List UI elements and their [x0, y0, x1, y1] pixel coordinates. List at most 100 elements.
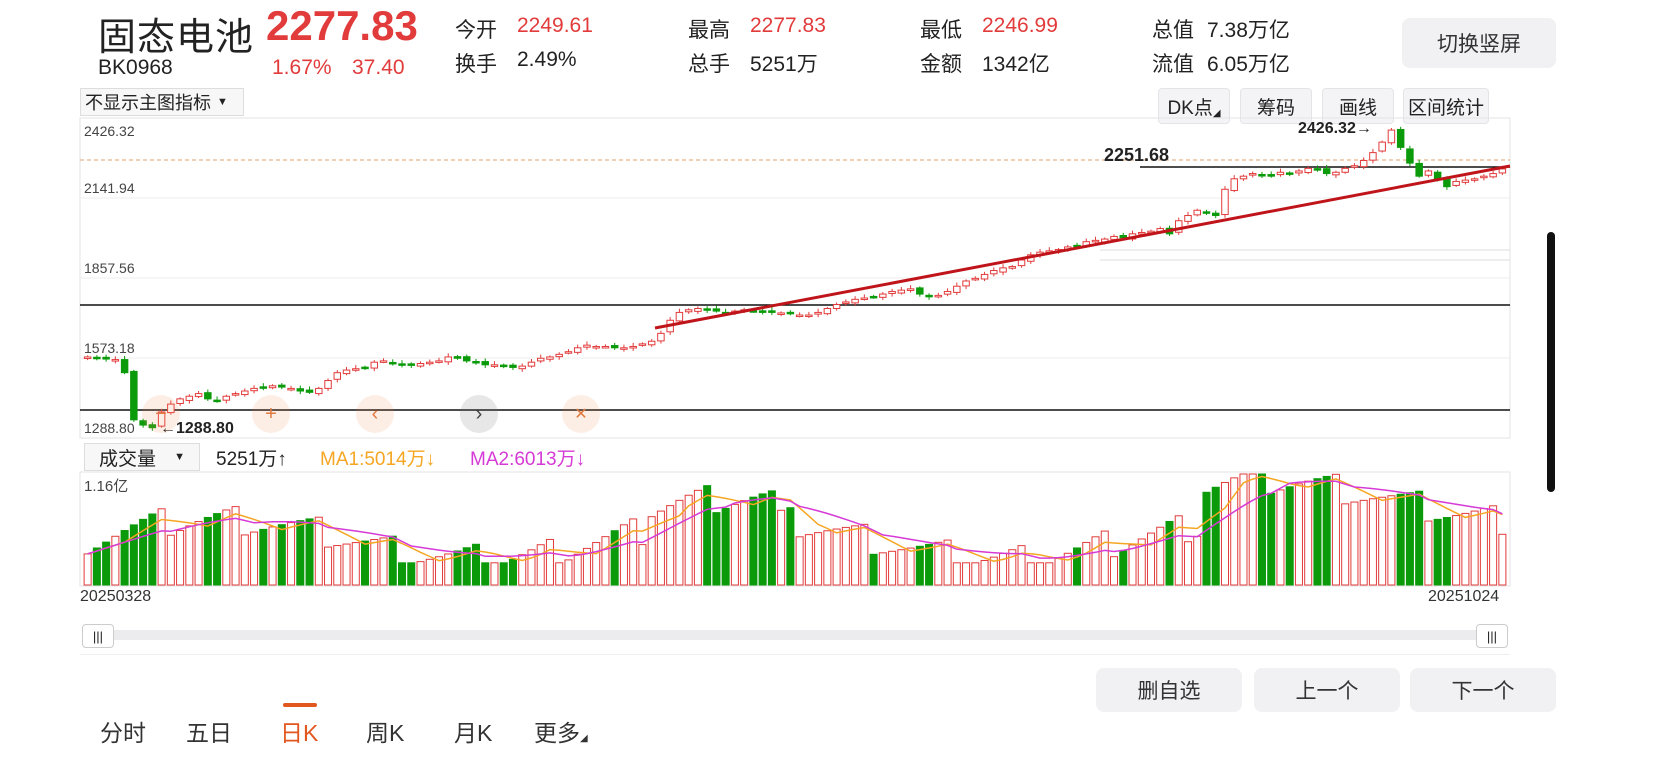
volume-indicator-select[interactable]: 成交量 ▼ [84, 443, 200, 471]
candle-body [1017, 259, 1026, 267]
move-left-icon[interactable]: ‹ [356, 395, 394, 433]
tab-timeshare[interactable]: 分时 [100, 720, 146, 746]
volume-bar [629, 518, 638, 586]
arrow-down-icon: ↓ [425, 449, 436, 470]
volume-select-label: 成交量 [99, 448, 157, 470]
corner-triangle-icon: ◢ [580, 733, 588, 744]
volume-bar [1350, 501, 1359, 586]
candle-body [259, 386, 268, 389]
candle-body [1313, 168, 1322, 171]
volume-bar [555, 562, 564, 586]
candle-body [1406, 148, 1414, 164]
collapse-icon[interactable]: ✕ [562, 395, 600, 433]
candle-body [564, 351, 573, 354]
candle-body [102, 356, 110, 360]
candle-body [1239, 175, 1248, 180]
candle-body [638, 343, 647, 346]
volume-bar [1026, 562, 1035, 586]
candle-body [879, 293, 887, 298]
candle-body [204, 392, 212, 400]
candle-body [657, 332, 665, 342]
volume-bar [148, 513, 157, 586]
next-button[interactable]: 下一个 [1410, 668, 1556, 712]
candle-body [194, 393, 203, 398]
candle-body [675, 311, 684, 322]
move-right-icon[interactable]: › [460, 395, 498, 433]
volume-bar [527, 549, 536, 586]
volume-bar [1119, 550, 1128, 586]
candle-body [1276, 171, 1285, 176]
dk-point-label: DK点 [1167, 97, 1213, 119]
volume-bar [767, 490, 776, 586]
volume-bar [1276, 489, 1285, 586]
candle-body [499, 364, 508, 368]
volume-bar [564, 559, 573, 586]
candle-body [176, 398, 184, 404]
candle-body [463, 356, 471, 362]
candle-body [111, 359, 120, 362]
main-indicator-select[interactable]: 不显示主图指标 ▼ [80, 88, 244, 116]
zoom-out-icon[interactable]: − [142, 395, 180, 433]
tab-weekly-k[interactable]: 周K [366, 720, 405, 746]
switch-portrait-button[interactable]: 切换竖屏 [1402, 18, 1556, 68]
volume-bar [1248, 473, 1257, 586]
candle-body [287, 387, 295, 391]
volume-bar [92, 547, 101, 586]
volume-bar [740, 500, 749, 586]
volume-bar [324, 546, 333, 586]
candle-body [601, 345, 610, 349]
main-indicator-label: 不显示主图指标 [85, 93, 211, 113]
remove-watchlist-button[interactable]: 删自选 [1096, 668, 1242, 712]
candle-body [916, 287, 924, 295]
candle-body [943, 290, 952, 295]
volume-bar [1211, 486, 1220, 586]
tab-five-day[interactable]: 五日 [186, 720, 232, 746]
volume-bar [305, 518, 314, 586]
volume-bar [1452, 515, 1461, 586]
candle-body [1193, 209, 1201, 216]
bottom-divider [80, 654, 1510, 655]
candle-body [1267, 174, 1275, 177]
arrow-right-icon: → [1355, 120, 1372, 137]
range-left-handle[interactable]: ||| [82, 624, 114, 648]
candle-body [305, 389, 314, 393]
candle-body [694, 307, 702, 312]
volume-bar [240, 534, 249, 586]
volume-bar [869, 553, 878, 586]
volume-bar [1239, 473, 1248, 586]
chart-grid [79, 117, 1511, 587]
range-right-handle[interactable]: ||| [1476, 624, 1508, 648]
volume-bar [545, 538, 554, 586]
previous-button[interactable]: 上一个 [1254, 668, 1400, 712]
range-slider-track[interactable] [96, 630, 1492, 640]
zoom-in-icon[interactable]: + [252, 395, 290, 433]
volume-bar [1489, 505, 1498, 586]
volume-bar [1498, 533, 1507, 586]
candle-body [1480, 175, 1488, 179]
candle-body [925, 294, 933, 298]
stat-label: 总值 [1152, 19, 1194, 42]
volume-bar [1128, 544, 1137, 586]
candle-body [1424, 170, 1433, 176]
volume-bar [471, 543, 481, 586]
volume-bar [453, 550, 462, 586]
candle-body [213, 399, 221, 403]
candle-body [546, 356, 554, 360]
tab-daily-k[interactable]: 日K [280, 720, 319, 746]
volume-ma-lines [87, 475, 1503, 562]
volume-bar [925, 543, 934, 586]
tab-monthly-k[interactable]: 月K [454, 720, 493, 746]
volume-bar [1091, 536, 1100, 586]
vertical-scrollbar[interactable] [1547, 232, 1555, 492]
candle-body [407, 363, 415, 366]
candle-body [1378, 141, 1386, 152]
volume-bar [619, 524, 628, 586]
tab-more[interactable]: 更多◢ [534, 714, 588, 748]
candle-body [684, 309, 693, 313]
stat-value: 7.38万亿 [1207, 19, 1290, 42]
volume-bar [656, 510, 665, 586]
current-price: 2277.83 [266, 2, 418, 49]
candle-body [906, 288, 915, 291]
candle-body [416, 363, 425, 367]
